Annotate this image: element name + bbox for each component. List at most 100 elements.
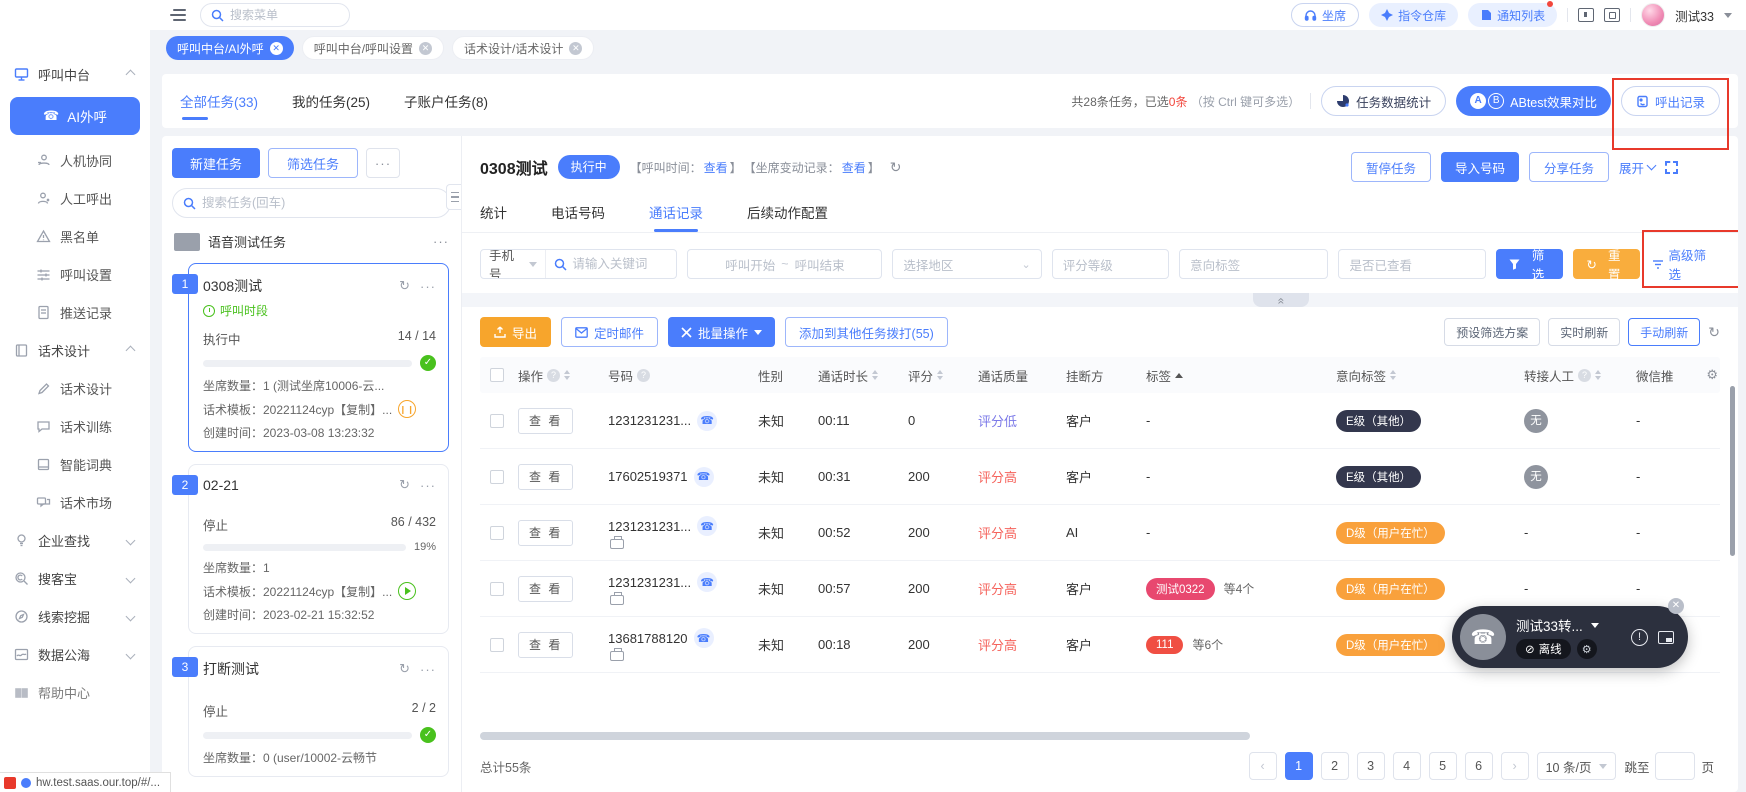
quality-cell[interactable]: 评分低 <box>978 414 1018 429</box>
close-icon[interactable]: ✕ <box>569 41 583 55</box>
refresh-icon[interactable]: ↻ <box>399 477 410 492</box>
column-settings-gear-icon[interactable]: ⚙ <box>1706 367 1718 382</box>
sidebar-item-script-market[interactable]: 话术市场 <box>0 483 150 521</box>
view-button[interactable]: 查 看 <box>518 463 574 490</box>
view-button[interactable]: 查 看 <box>518 575 574 602</box>
play-circle-icon[interactable] <box>398 582 417 600</box>
expand-link[interactable]: 展开 <box>1619 158 1657 177</box>
sidebar-item-script-training[interactable]: 话术训练 <box>0 407 150 445</box>
task-search[interactable] <box>172 188 451 218</box>
row-checkbox[interactable] <box>490 469 504 484</box>
advanced-filter-link[interactable]: 高级筛选 <box>1641 230 1738 288</box>
page-button-6[interactable]: 6 <box>1464 752 1493 780</box>
tab-subaccount-tasks[interactable]: 子账户任务(8) <box>404 95 489 110</box>
preset-filter-button[interactable]: 预设筛选方案 <box>1444 318 1541 346</box>
sidebar-item-manual-outbound[interactable]: 人工呼出 <box>0 179 150 217</box>
panel-collapse-handle[interactable] <box>446 184 461 210</box>
row-checkbox[interactable] <box>490 413 504 428</box>
capture-icon[interactable] <box>1604 8 1621 22</box>
screen-icon[interactable] <box>1578 8 1595 22</box>
sort-icon[interactable] <box>564 370 571 380</box>
tab-my-tasks[interactable]: 我的任务(25) <box>292 95 371 110</box>
more-icon[interactable]: ··· <box>420 477 436 493</box>
filter-button[interactable]: 筛选 <box>1495 249 1564 282</box>
outbound-records-button[interactable]: 呼出记录 <box>1611 78 1729 150</box>
import-numbers-button[interactable]: 导入号码 <box>1440 152 1519 182</box>
sidebar-item-call-center[interactable]: 呼叫中台 <box>0 55 150 93</box>
reset-button[interactable]: ↻ 重置 <box>1573 249 1640 282</box>
view-button[interactable]: 查 看 <box>518 631 574 658</box>
help-icon[interactable]: ? <box>1578 368 1592 382</box>
task-data-stats-button[interactable]: 任务数据统计 <box>1321 86 1447 116</box>
batch-operations-button[interactable]: 批量操作 <box>668 317 776 347</box>
agent-button[interactable]: 坐席 <box>1291 3 1360 27</box>
prev-page-button[interactable]: ‹ <box>1248 752 1277 780</box>
close-icon[interactable]: ✕ <box>269 41 283 55</box>
quality-cell[interactable]: 评分高 <box>978 470 1018 485</box>
filter-task-button[interactable]: 筛选任务 <box>268 148 359 178</box>
sidebar-item-script-design[interactable]: 话术设计 <box>0 369 150 407</box>
task-card-0308[interactable]: 1 0308测试 ↻ ··· 呼叫时段 执行中 14 / 14 ✓ <box>172 263 449 452</box>
page-button-3[interactable]: 3 <box>1356 752 1385 780</box>
tab-statistics[interactable]: 统计 <box>480 206 507 221</box>
avatar[interactable] <box>1641 3 1666 27</box>
help-icon[interactable]: ? <box>637 368 651 382</box>
sidebar-item-help-center[interactable]: 帮助中心 <box>0 673 150 711</box>
view-button[interactable]: 查 看 <box>518 519 574 546</box>
sort-asc-icon[interactable] <box>1175 372 1184 378</box>
task-group-row[interactable]: 语音测试任务 ··· <box>174 232 449 251</box>
row-checkbox[interactable] <box>490 525 504 540</box>
score-level-input[interactable]: 评分等级 <box>1051 249 1170 279</box>
task-card-interrupt-test[interactable]: 3 打断测试 ↻ ··· 停止 2 / 2 ✓ 坐席数量：0 (user/100… <box>172 646 449 777</box>
sort-icon[interactable] <box>1390 370 1397 380</box>
quality-cell[interactable]: 评分高 <box>978 582 1018 597</box>
printer-icon[interactable] <box>610 536 624 549</box>
export-button[interactable]: 导出 <box>480 317 552 347</box>
agent-call-widget[interactable]: ✕ ☎ 测试33转... ⊘ 离线 ⚙ ! <box>1452 598 1688 668</box>
pause-task-button[interactable]: 暂停任务 <box>1350 152 1431 182</box>
phone-icon[interactable]: ☎ <box>693 466 714 487</box>
jump-page-input[interactable] <box>1655 752 1696 780</box>
region-select[interactable]: 选择地区 ⌄ <box>892 249 1042 279</box>
tab-all-tasks[interactable]: 全部任务(33) <box>180 74 258 128</box>
menu-search[interactable] <box>200 3 350 27</box>
sidebar-item-human-machine[interactable]: 人机协同 <box>0 141 150 179</box>
sidebar-item-smart-dictionary[interactable]: 智能词典 <box>0 445 150 483</box>
viewed-select[interactable]: 是否已查看 <box>1338 249 1486 279</box>
sidebar-item-souke-bao[interactable]: 搜客宝 <box>0 559 150 597</box>
chevron-down-icon[interactable] <box>1724 12 1732 18</box>
view-button[interactable]: 查 看 <box>518 407 574 434</box>
view-agent-changes-link[interactable]: 查看 <box>841 160 866 175</box>
keyword-input[interactable] <box>572 257 669 271</box>
chevron-down-icon[interactable] <box>1590 622 1599 628</box>
tab-followup-config[interactable]: 后续动作配置 <box>747 206 828 221</box>
page-button-2[interactable]: 2 <box>1320 752 1349 780</box>
breadcrumb-tab-ai-outbound[interactable]: 呼叫中台/AI外呼 ✕ <box>166 36 294 60</box>
new-task-button[interactable]: 新建任务 <box>172 148 261 178</box>
menu-search-input[interactable] <box>230 8 330 22</box>
printer-icon[interactable] <box>610 592 624 605</box>
more-icon[interactable]: ··· <box>420 661 436 677</box>
command-warehouse-button[interactable]: 指令仓库 <box>1369 3 1459 27</box>
refresh-icon[interactable]: ↻ <box>399 661 410 676</box>
page-button-4[interactable]: 4 <box>1392 752 1421 780</box>
sidebar-item-blacklist[interactable]: 黑名单 <box>0 217 150 255</box>
share-task-button[interactable]: 分享任务 <box>1528 152 1609 182</box>
view-call-time-link[interactable]: 查看 <box>703 160 728 175</box>
sidebar-group-script-design[interactable]: 话术设计 <box>0 331 150 369</box>
sidebar-item-data-ocean[interactable]: 数据公海 <box>0 635 150 673</box>
menu-fold-icon[interactable] <box>170 9 186 21</box>
abtest-compare-button[interactable]: A B ABtest效果对比 <box>1456 86 1611 116</box>
refresh-icon[interactable]: ↻ <box>889 158 902 175</box>
sidebar-item-company-search[interactable]: 企业查找 <box>0 521 150 559</box>
collapse-chevron-tab[interactable]: « <box>1253 293 1310 307</box>
pip-icon[interactable] <box>1658 630 1674 644</box>
sort-icon[interactable] <box>937 370 944 380</box>
help-icon[interactable]: ? <box>547 368 561 382</box>
page-button-1[interactable]: 1 <box>1284 752 1313 780</box>
page-button-5[interactable]: 5 <box>1428 752 1457 780</box>
field-select[interactable]: 手机号 <box>481 250 547 278</box>
sidebar-item-lead-mining[interactable]: 线索挖掘 <box>0 597 150 635</box>
phone-icon[interactable]: ☎ <box>697 516 718 536</box>
intent-tag-input[interactable]: 意向标签 <box>1179 249 1329 279</box>
